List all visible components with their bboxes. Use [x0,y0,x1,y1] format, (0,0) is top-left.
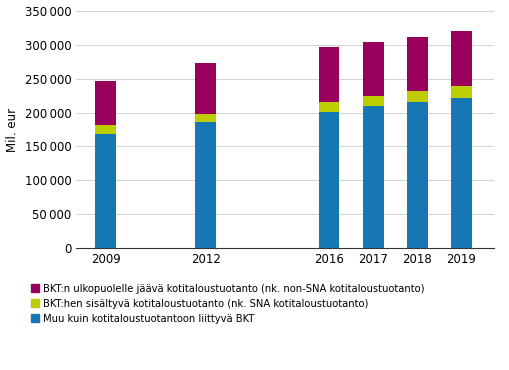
Bar [195,63,216,114]
Bar [451,85,472,98]
Y-axis label: Mil. eur: Mil. eur [6,107,19,152]
Bar [451,98,472,248]
Bar [96,134,116,248]
Bar [319,112,340,248]
Bar [319,47,340,102]
Bar [407,37,428,91]
Bar [96,125,116,134]
Bar [363,96,383,107]
Bar [363,107,383,248]
Legend: BKT:n ulkopuolelle jäävä kotitaloustuotanto (nk. non-SNA kotitaloustuotanto), BK: BKT:n ulkopuolelle jäävä kotitaloustuota… [31,284,425,324]
Bar [363,42,383,96]
Bar [407,102,428,248]
Bar [451,31,472,85]
Bar [407,91,428,102]
Bar [319,102,340,112]
Bar [195,122,216,248]
Bar [195,114,216,122]
Bar [96,81,116,125]
